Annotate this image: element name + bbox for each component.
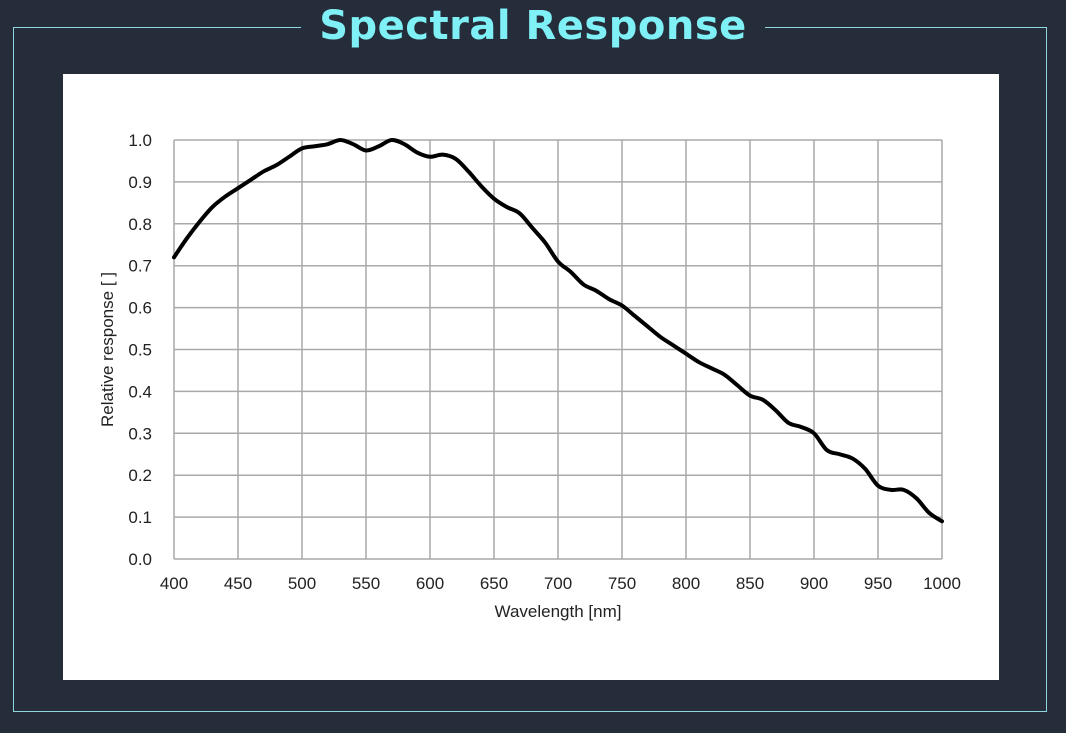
grid [173, 139, 943, 560]
x-tick-label: 950 [864, 574, 892, 593]
x-tick-labels: 400 450 500 550 600 650 700 750 800 850 900 950 1000 [160, 574, 961, 593]
x-tick-label: 700 [544, 574, 572, 593]
y-tick-labels: 0.0 0.1 0.2 0.3 0.4 0.5 0.6 0.7 0.8 0.9 1.0 [128, 131, 152, 569]
y-tick-label: 0.9 [128, 173, 152, 192]
x-tick-label: 1000 [923, 574, 961, 593]
series-lines [172, 137, 944, 524]
x-tick-label: 450 [224, 574, 252, 593]
y-tick-label: 0.0 [128, 550, 152, 569]
y-tick-label: 0.1 [128, 508, 152, 527]
x-tick-label: 900 [800, 574, 828, 593]
y-tick-label: 0.2 [128, 466, 152, 485]
y-axis-label: Relative response [ ] [98, 272, 117, 427]
x-tick-label: 850 [736, 574, 764, 593]
x-tick-label: 500 [288, 574, 316, 593]
x-tick-label: 650 [480, 574, 508, 593]
x-tick-label: 550 [352, 574, 380, 593]
y-tick-label: 1.0 [128, 131, 152, 150]
series-line [172, 137, 944, 524]
x-tick-label: 400 [160, 574, 188, 593]
x-tick-label: 800 [672, 574, 700, 593]
y-tick-label: 0.6 [128, 299, 152, 318]
y-tick-label: 0.7 [128, 257, 152, 276]
x-axis-label: Wavelength [nm] [495, 602, 622, 621]
y-tick-label: 0.3 [128, 424, 152, 443]
x-tick-label: 600 [416, 574, 444, 593]
y-tick-label: 0.4 [128, 382, 152, 401]
y-tick-label: 0.5 [128, 341, 152, 360]
chart-panel: 400 450 500 550 600 650 700 750 800 850 900 950 1000… [63, 74, 999, 680]
y-tick-label: 0.8 [128, 215, 152, 234]
x-tick-label: 750 [608, 574, 636, 593]
title-bar: Spectral Response [0, 0, 1066, 52]
spectral-response-chart: 400 450 500 550 600 650 700 750 800 850 900 950 1000… [98, 131, 961, 621]
page-title: Spectral Response [301, 1, 765, 51]
